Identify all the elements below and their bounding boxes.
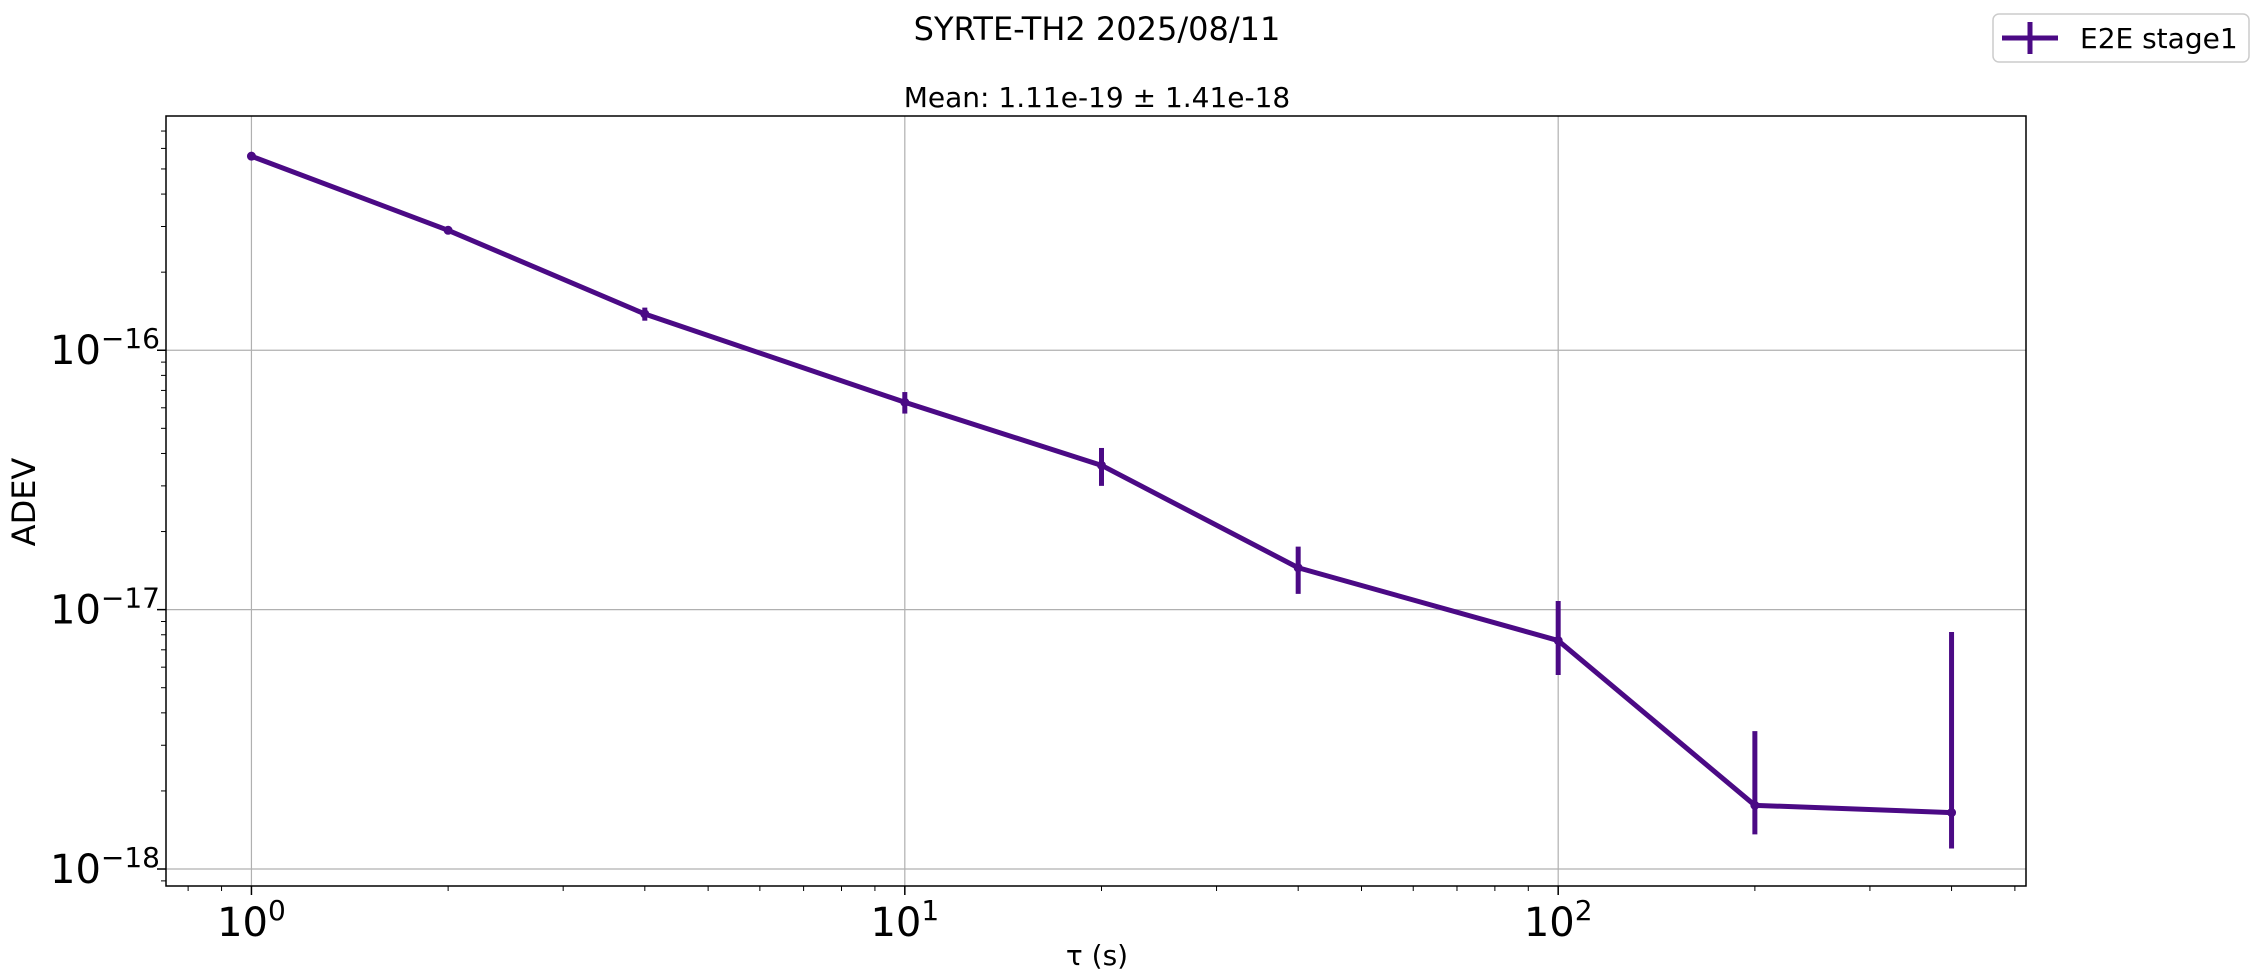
legend: E2E stage1: [1992, 13, 2250, 63]
x-axis-label: τ (s): [1066, 939, 1128, 972]
y-axis-ticks: 10−16 10−17 10−18: [50, 322, 166, 893]
data-point: [443, 225, 453, 235]
y-axis-label: ADEV: [5, 458, 43, 547]
data-point: [1553, 636, 1563, 646]
legend-frame: [1992, 13, 2250, 63]
data-point: [1947, 808, 1957, 818]
data-point: [1293, 563, 1303, 573]
y-tick-label-2: 10−18: [50, 841, 160, 893]
x-tick-label-1: 101: [870, 894, 939, 946]
data-point: [640, 309, 650, 319]
figure-suptitle: SYRTE-TH2 2025/08/11: [914, 10, 1281, 48]
y-tick-label-0: 10−16: [50, 322, 160, 374]
data-point: [246, 151, 256, 161]
x-tick-label-2: 102: [1524, 894, 1593, 946]
data-point: [900, 397, 910, 407]
minor-ticks: [161, 130, 2016, 891]
plot-title: Mean: 1.11e-19 ± 1.41e-18: [904, 81, 1291, 114]
series-e2e-stage1: [246, 151, 1957, 849]
plot-area-frame: [165, 115, 2027, 887]
legend-label: E2E stage1: [2080, 22, 2238, 55]
grid-lines: [166, 116, 2026, 886]
y-tick-label-1: 10−17: [50, 582, 160, 634]
data-point: [1096, 460, 1106, 470]
x-tick-label-0: 100: [217, 894, 286, 946]
x-axis-ticks: 100 101 102: [217, 886, 1593, 946]
data-point: [1750, 800, 1760, 810]
